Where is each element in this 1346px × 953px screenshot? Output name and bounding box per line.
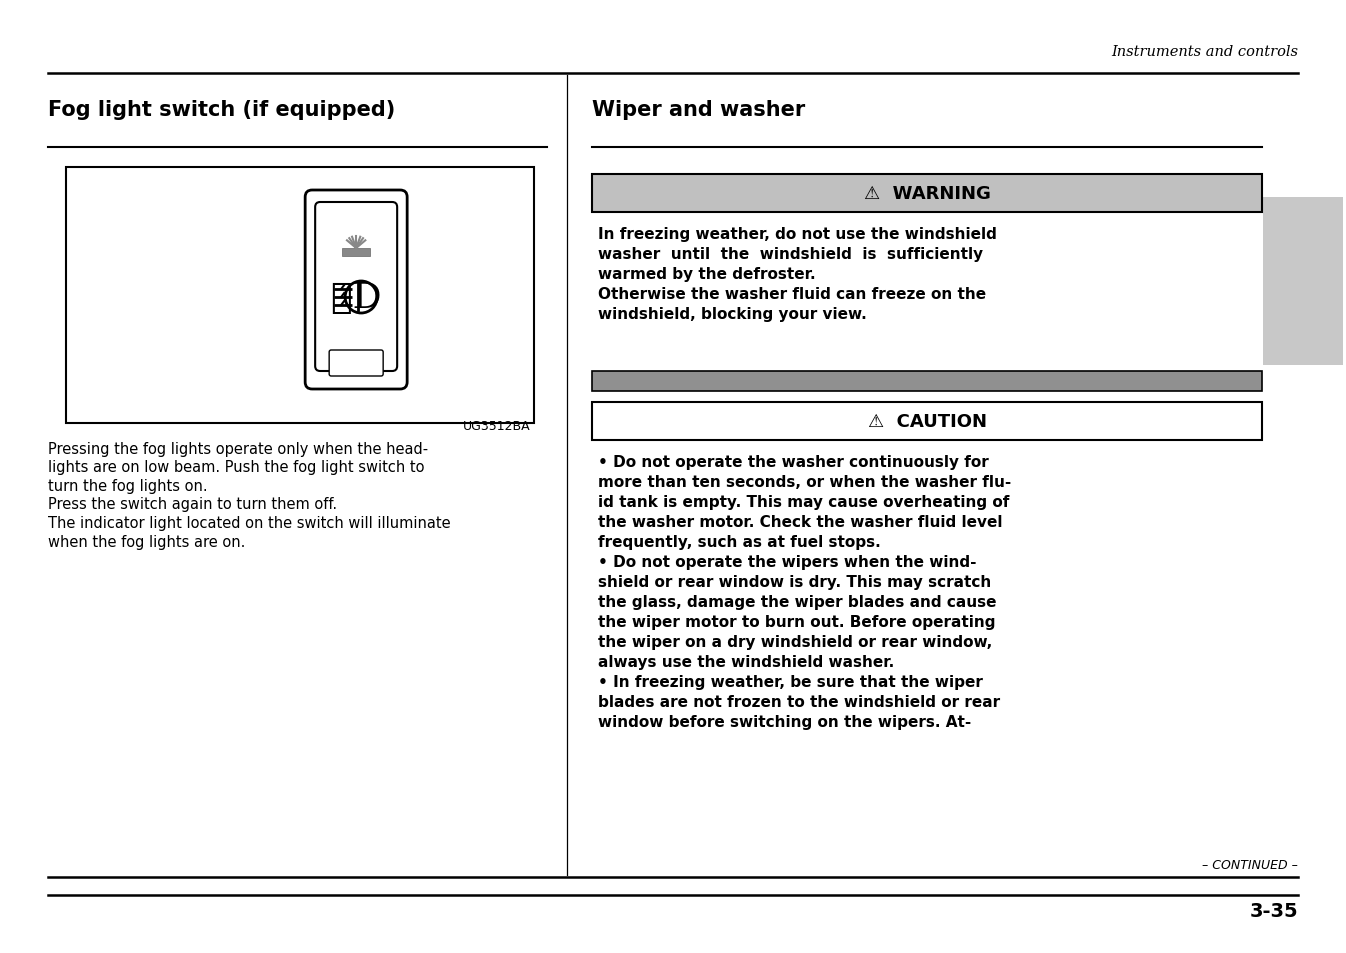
Text: the glass, damage the wiper blades and cause: the glass, damage the wiper blades and c… xyxy=(598,595,996,609)
Bar xyxy=(592,174,1263,213)
Text: windshield, blocking your view.: windshield, blocking your view. xyxy=(598,307,867,322)
Text: In freezing weather, do not use the windshield: In freezing weather, do not use the wind… xyxy=(598,227,997,242)
Text: always use the windshield washer.: always use the windshield washer. xyxy=(598,655,894,669)
Bar xyxy=(592,402,1263,440)
Text: the washer motor. Check the washer fluid level: the washer motor. Check the washer fluid… xyxy=(598,515,1003,530)
Text: frequently, such as at fuel stops.: frequently, such as at fuel stops. xyxy=(598,535,880,550)
Text: Otherwise the washer fluid can freeze on the: Otherwise the washer fluid can freeze on… xyxy=(598,287,987,302)
Text: ⚠  CAUTION: ⚠ CAUTION xyxy=(868,413,987,431)
Text: UG3512BA: UG3512BA xyxy=(463,419,530,433)
Bar xyxy=(342,249,370,256)
Text: The indicator light located on the switch will illuminate: The indicator light located on the switc… xyxy=(48,516,451,531)
FancyBboxPatch shape xyxy=(330,351,384,376)
Text: lights are on low beam. Push the fog light switch to: lights are on low beam. Push the fog lig… xyxy=(48,460,424,475)
Text: washer  until  the  windshield  is  sufficiently: washer until the windshield is sufficien… xyxy=(598,247,983,262)
Text: when the fog lights are on.: when the fog lights are on. xyxy=(48,534,245,549)
Text: turn the fog lights on.: turn the fog lights on. xyxy=(48,478,207,494)
Text: Fog light switch (if equipped): Fog light switch (if equipped) xyxy=(48,100,396,120)
Text: the wiper on a dry windshield or rear window,: the wiper on a dry windshield or rear wi… xyxy=(598,635,992,649)
Text: • Do not operate the wipers when the wind-: • Do not operate the wipers when the win… xyxy=(598,555,976,569)
Text: Pressing the fog lights operate only when the head-: Pressing the fog lights operate only whe… xyxy=(48,441,428,456)
Text: ≢⁠D: ≢⁠D xyxy=(331,281,381,314)
Bar xyxy=(592,372,1263,392)
Text: id tank is empty. This may cause overheating of: id tank is empty. This may cause overhea… xyxy=(598,495,1010,510)
Bar xyxy=(1263,198,1343,366)
FancyBboxPatch shape xyxy=(306,191,406,390)
Text: • Do not operate the washer continuously for: • Do not operate the washer continuously… xyxy=(598,455,989,470)
Text: 3-35: 3-35 xyxy=(1249,901,1298,920)
Text: ⚠  WARNING: ⚠ WARNING xyxy=(864,185,991,203)
FancyBboxPatch shape xyxy=(315,203,397,372)
Text: blades are not frozen to the windshield or rear: blades are not frozen to the windshield … xyxy=(598,695,1000,709)
Text: Instruments and controls: Instruments and controls xyxy=(1110,45,1298,59)
Text: shield or rear window is dry. This may scratch: shield or rear window is dry. This may s… xyxy=(598,575,991,589)
Text: • In freezing weather, be sure that the wiper: • In freezing weather, be sure that the … xyxy=(598,675,983,689)
Text: Wiper and washer: Wiper and washer xyxy=(592,100,805,120)
Text: more than ten seconds, or when the washer flu-: more than ten seconds, or when the washe… xyxy=(598,475,1011,490)
Text: warmed by the defroster.: warmed by the defroster. xyxy=(598,267,816,282)
Text: Press the switch again to turn them off.: Press the switch again to turn them off. xyxy=(48,497,336,512)
Bar xyxy=(66,168,534,423)
Text: window before switching on the wipers. At-: window before switching on the wipers. A… xyxy=(598,714,972,729)
Text: the wiper motor to burn out. Before operating: the wiper motor to burn out. Before oper… xyxy=(598,615,996,629)
Text: – CONTINUED –: – CONTINUED – xyxy=(1202,858,1298,871)
